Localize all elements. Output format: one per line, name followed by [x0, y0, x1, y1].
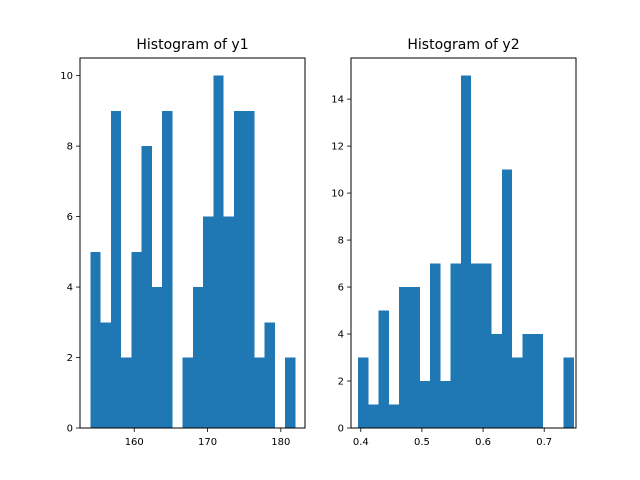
histogram-y1-bar-7	[162, 110, 173, 428]
histogram-y1-x-tick-label: 170	[198, 437, 217, 448]
histogram-y1-y-tick-label: 10	[60, 71, 73, 82]
histogram-y2-bar-3	[388, 404, 400, 428]
histogram-y2-bar-4	[399, 287, 410, 428]
histogram-y2-y-tick-label: 14	[331, 95, 344, 106]
histogram-y2-y-tick-label: 0	[338, 424, 344, 435]
histogram-y1-bar-13	[223, 216, 234, 428]
histogram-y2-y-tick-label: 2	[338, 377, 344, 388]
histogram-y1-ticks: 160 170 180 0 2 4 6 8 10	[60, 71, 290, 448]
histogram-y2-bar-5	[409, 287, 420, 428]
histogram-y2-bar-7	[430, 263, 441, 428]
histogram-y2-bar-20	[563, 357, 574, 428]
histogram-y1-bar-10	[192, 287, 204, 428]
histogram-y2-bar-17	[532, 334, 544, 428]
histogram-y1-y-tick-label: 6	[67, 212, 73, 223]
histogram-y1-bar-5	[141, 146, 152, 428]
histogram-y2-bar-2	[378, 310, 389, 428]
histogram-y1-bar-9	[182, 357, 193, 428]
histogram-y1-y-tick-label: 2	[67, 353, 73, 364]
histogram-y2-bar-11	[471, 263, 482, 428]
histogram-y2-y-tick-label: 12	[331, 142, 344, 153]
histogram-y2-axes-frame	[350, 57, 577, 429]
histogram-y1-x-tick-label: 180	[271, 437, 290, 448]
histogram-y2-bar-10	[460, 75, 472, 428]
histogram-y2-bars	[358, 75, 574, 429]
histogram-y1-y-tick-label: 0	[67, 424, 73, 435]
histogram-y1-bar-2	[110, 110, 122, 428]
histogram-y2-y-tick-label: 10	[331, 189, 344, 200]
histogram-y1-title: Histogram of y1	[136, 37, 248, 53]
histogram-y1-bar-1	[100, 322, 111, 428]
histogram-y1-bar-19	[285, 357, 296, 428]
histogram-y2-title: Histogram of y2	[407, 37, 519, 53]
histogram-y1-panel: Histogram of y1 160 170 180 0 2 4 6 8 10	[60, 37, 306, 448]
histogram-y2-y-tick-label: 8	[338, 236, 344, 247]
histogram-y1-axes-frame	[79, 57, 306, 429]
histogram-y2-bar-14	[501, 169, 513, 429]
histogram-y1-bar-0	[90, 251, 101, 428]
histogram-y2-y-tick-label: 4	[338, 330, 344, 341]
histogram-y2-bar-6	[419, 381, 431, 428]
histogram-y1-bar-6	[151, 287, 163, 428]
histogram-y2-bar-15	[512, 357, 523, 428]
histogram-y1-bar-4	[131, 251, 142, 428]
histogram-y2-y-tick-label: 6	[338, 283, 344, 294]
histogram-y2-x-tick-label: 0.4	[353, 437, 369, 448]
histogram-y1-x-tick-label: 160	[125, 437, 144, 448]
histogram-y1-y-tick-label: 8	[67, 142, 73, 153]
histogram-y2-ticks: 0.4 0.5 0.6 0.7 0 2 4 6 8 10 12 14	[331, 95, 552, 448]
histogram-y2-bar-13	[491, 334, 502, 428]
histogram-y1-bar-14	[233, 110, 245, 428]
histogram-y1-bar-11	[203, 216, 214, 428]
histogram-y2-bar-9	[450, 263, 461, 428]
histogram-y2-bar-16	[522, 334, 533, 428]
histogram-y2-bar-1	[368, 404, 379, 428]
histogram-y1-y-tick-label: 4	[67, 283, 73, 294]
histogram-y2-x-tick-label: 0.7	[536, 437, 552, 448]
histogram-y2-x-tick-label: 0.5	[414, 437, 430, 448]
histogram-y2-x-tick-label: 0.6	[475, 437, 491, 448]
histogram-y2-bar-8	[440, 381, 451, 428]
histogram-y2-bar-12	[481, 263, 492, 428]
histogram-y2-panel: Histogram of y2 0.4 0.5 0.6 0.7 0 2 4 6 8 10 12 14	[331, 37, 577, 448]
histogram-y1-bar-15	[244, 110, 255, 428]
histogram-y1-bar-12	[213, 75, 224, 428]
histogram-y1-bar-17	[264, 322, 275, 428]
histogram-y1-bar-3	[121, 357, 132, 428]
histogram-y2-bar-0	[358, 357, 369, 428]
histogram-y1-bars	[90, 75, 296, 428]
histogram-y1-bar-16	[254, 357, 265, 428]
